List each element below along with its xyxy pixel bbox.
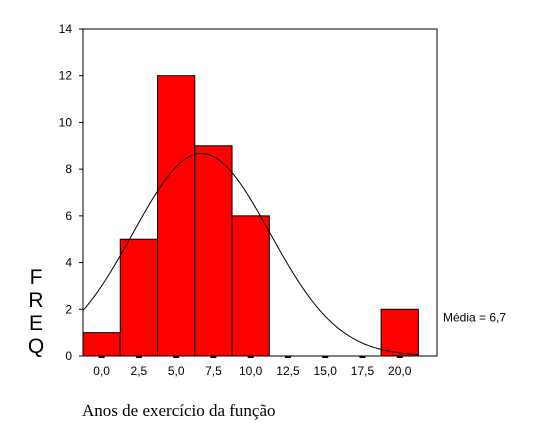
y-tick-label: 14 xyxy=(59,22,73,36)
y-tick-label: 4 xyxy=(65,256,72,270)
y-tick-label: 8 xyxy=(65,162,72,176)
axes-layer: 0 2 4 6 8 10 12 14 0,0 2,5 5,0 7,5 10,0 12,5 15,0 17,5 2… xyxy=(59,22,412,378)
histogram-bar xyxy=(231,215,270,357)
histogram-bar xyxy=(119,238,159,357)
histogram-bar xyxy=(157,75,196,357)
y-axis-label-letter: Q xyxy=(28,335,44,358)
x-tick-label: 0,0 xyxy=(93,364,110,378)
y-tick-label: 2 xyxy=(65,302,72,316)
mean-annotation: Média = 6,7 xyxy=(443,310,506,324)
y-axis-label-letter: F xyxy=(30,266,43,289)
x-tick-label: 20,0 xyxy=(388,364,412,378)
x-tick-label: 2,5 xyxy=(131,364,148,378)
y-axis-label-letter: R xyxy=(28,289,43,312)
y-tick-label: 0 xyxy=(65,349,72,363)
normal-curve xyxy=(82,153,419,356)
bars-layer xyxy=(82,75,419,357)
y-axis-label-letter: E xyxy=(29,312,43,335)
x-tick-label: 17,5 xyxy=(351,364,375,378)
plot-frame xyxy=(82,28,438,357)
x-tick-label: 5,0 xyxy=(168,364,185,378)
x-tick-label: 10,0 xyxy=(239,364,263,378)
histogram-bar xyxy=(380,308,419,357)
x-tick-label: 12,5 xyxy=(276,364,300,378)
histogram-bar xyxy=(82,332,121,357)
y-tick-label: 6 xyxy=(65,209,72,223)
y-tick-label: 10 xyxy=(59,115,73,129)
y-tick-label: 12 xyxy=(59,69,73,83)
histogram-bar xyxy=(194,145,233,357)
x-tick-label: 7,5 xyxy=(205,364,222,378)
x-tick-label: 15,0 xyxy=(314,364,338,378)
x-axis-label: Anos de exercício da função xyxy=(82,401,276,420)
